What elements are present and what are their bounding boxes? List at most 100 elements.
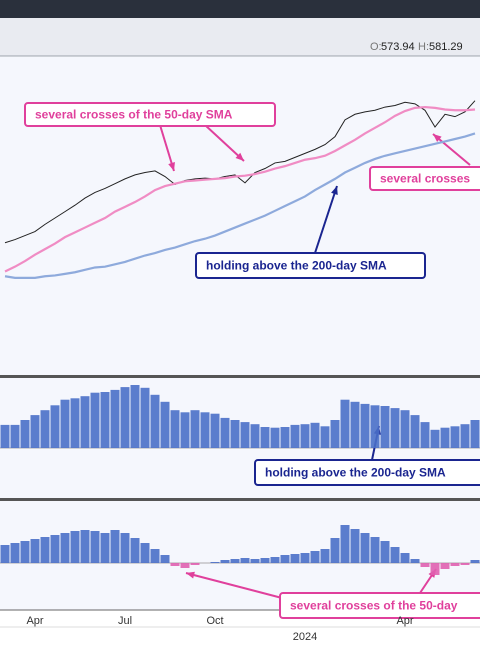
- bar: [280, 555, 290, 563]
- x-tick-label: Oct: [206, 615, 223, 627]
- bar: [10, 543, 20, 563]
- annotation-arrow: [204, 124, 245, 162]
- ohlc-value: 573.94: [381, 41, 415, 53]
- line-series: [4, 132, 476, 279]
- bar: [260, 427, 270, 448]
- bar: [70, 531, 80, 563]
- bar: [460, 563, 470, 565]
- bar: [100, 392, 110, 448]
- bar: [340, 399, 350, 448]
- bar: [380, 541, 390, 563]
- bar: [10, 424, 20, 448]
- bar: [60, 533, 70, 563]
- bar: [450, 426, 460, 448]
- bar: [390, 547, 400, 563]
- bar: [370, 405, 380, 448]
- bar: [300, 424, 310, 448]
- bar: [180, 412, 190, 448]
- bar: [0, 545, 10, 563]
- line-series: [4, 100, 476, 244]
- bar: [450, 563, 460, 566]
- bar: [210, 413, 220, 448]
- bar: [350, 529, 360, 563]
- bar: [420, 422, 430, 448]
- bar: [40, 537, 50, 563]
- bar: [240, 422, 250, 448]
- bar: [50, 535, 60, 563]
- annotation-text: several crosses: [380, 172, 470, 186]
- x-tick-label: Apr: [396, 615, 413, 627]
- arrow-head: [331, 186, 338, 195]
- ohlc-value: 581.29: [429, 41, 463, 53]
- bar: [20, 541, 30, 563]
- bar: [80, 530, 90, 563]
- annotation-arrow: [185, 572, 283, 599]
- bar: [180, 563, 190, 568]
- bar: [470, 420, 480, 448]
- bar: [200, 412, 210, 448]
- bar: [300, 553, 310, 563]
- top-bar: [0, 0, 480, 18]
- bar: [80, 396, 90, 448]
- bar: [400, 553, 410, 563]
- separator: [0, 375, 480, 378]
- annotation-arrow: [314, 185, 338, 254]
- bar: [120, 533, 130, 563]
- bar: [360, 533, 370, 563]
- bar: [350, 401, 360, 448]
- annotation-text: several crosses of the 50-day: [290, 599, 458, 613]
- bar: [270, 427, 280, 448]
- annotation-box: [24, 102, 276, 127]
- bar: [140, 543, 150, 563]
- bar: [390, 408, 400, 448]
- annotation-box: [279, 592, 480, 619]
- bar: [340, 525, 350, 563]
- panel-3: [0, 501, 480, 610]
- bar: [440, 427, 450, 448]
- annotation-box: [254, 459, 480, 486]
- bar: [160, 401, 170, 448]
- bar: [120, 387, 130, 448]
- bar: [410, 559, 420, 563]
- bar: [310, 422, 320, 448]
- bar: [110, 389, 120, 448]
- bar: [50, 405, 60, 448]
- bar: [290, 554, 300, 563]
- bar: [160, 555, 170, 563]
- bar: [220, 417, 230, 448]
- bar: [330, 420, 340, 448]
- bar: [20, 420, 30, 448]
- bar: [170, 563, 180, 566]
- bar: [0, 424, 10, 448]
- bar: [230, 559, 240, 563]
- annotation-box: [195, 252, 426, 279]
- bar: [320, 426, 330, 448]
- bar: [90, 392, 100, 448]
- bar: [330, 538, 340, 563]
- annotation-box: [369, 166, 480, 191]
- bar: [60, 399, 70, 448]
- x-tick-label: Apr: [26, 615, 43, 627]
- bar: [440, 563, 450, 569]
- bar: [410, 415, 420, 448]
- bar: [460, 424, 470, 448]
- bar: [470, 560, 480, 563]
- bar: [150, 394, 160, 448]
- arrow-head: [235, 152, 244, 161]
- ohlc-label: H:: [418, 41, 429, 53]
- bar: [370, 537, 380, 563]
- bar: [290, 424, 300, 448]
- arrow-head: [168, 162, 175, 171]
- annotation-text: holding above the 200-day SMA: [265, 466, 446, 480]
- arrow-head: [186, 571, 195, 579]
- bar: [420, 563, 430, 567]
- bar: [260, 558, 270, 563]
- bar: [90, 531, 100, 563]
- bar: [220, 560, 230, 563]
- bar: [360, 403, 370, 448]
- bar: [170, 410, 180, 448]
- bar: [150, 549, 160, 563]
- bar: [280, 427, 290, 448]
- bar: [130, 385, 140, 448]
- bar: [30, 415, 40, 448]
